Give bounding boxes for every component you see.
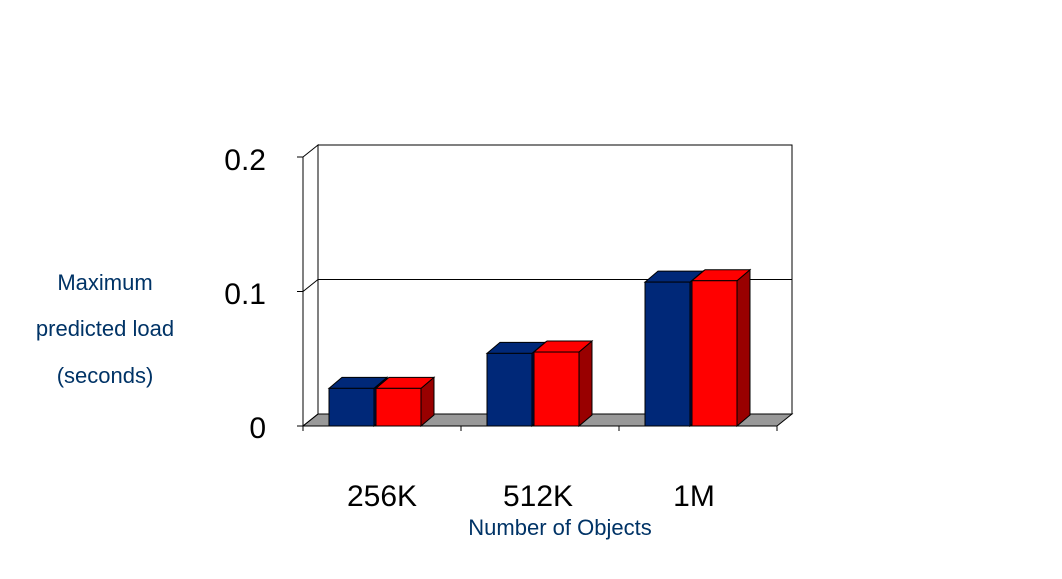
- bar-1-2: [691, 280, 738, 427]
- y-axis-label-line-3: (seconds): [57, 363, 154, 388]
- bar-1-0: [375, 387, 422, 427]
- x-tick-label-512k: 512K: [503, 480, 573, 513]
- labels-group: 0 0.1 0.2 Maximum predicted load (second…: [36, 144, 715, 540]
- y-tick-label-0: 0: [249, 412, 266, 445]
- x-tick-label-256k: 256K: [347, 480, 417, 513]
- y-tick-label-2: 0.2: [224, 144, 266, 177]
- bar-1-2-side: [736, 268, 751, 428]
- x-axis-label: Number of Objects: [468, 515, 651, 540]
- bar-1-1-side: [578, 339, 593, 428]
- y-tick-label-1: 0.1: [224, 278, 266, 311]
- y-axis-label-line-2: predicted load: [36, 316, 174, 341]
- bars-group: [327, 268, 752, 428]
- bar-0-1: [486, 352, 533, 427]
- bar-0-2: [644, 281, 691, 427]
- bar-0-0: [328, 387, 375, 427]
- side-wall: [302, 143, 319, 428]
- x-tick-label-1m: 1M: [673, 480, 715, 513]
- side-gridline-1: [302, 279, 319, 292]
- y-axis-label-line-1: Maximum: [57, 270, 152, 295]
- bar-1-1: [533, 351, 580, 427]
